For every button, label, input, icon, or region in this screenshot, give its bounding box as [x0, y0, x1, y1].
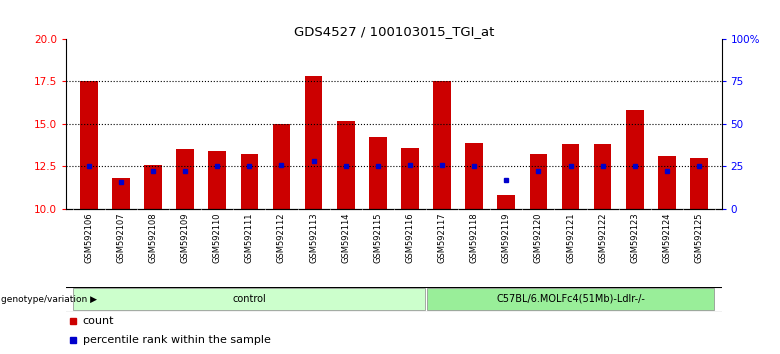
Text: genotype/variation ▶: genotype/variation ▶	[1, 295, 97, 304]
Text: GSM592122: GSM592122	[598, 213, 607, 263]
Bar	[690, 158, 708, 209]
Bar	[337, 120, 355, 209]
Bar	[466, 143, 483, 209]
Bar	[530, 154, 548, 209]
Text: GSM592109: GSM592109	[181, 213, 190, 263]
Bar	[208, 151, 226, 209]
Title: GDS4527 / 100103015_TGI_at: GDS4527 / 100103015_TGI_at	[294, 25, 494, 38]
Bar	[369, 137, 387, 209]
Text: count: count	[83, 316, 114, 326]
Text: GSM592107: GSM592107	[116, 213, 126, 263]
Bar	[498, 195, 515, 209]
Text: GSM592123: GSM592123	[630, 213, 640, 263]
Text: GSM592117: GSM592117	[438, 213, 447, 263]
Bar	[433, 81, 451, 209]
Bar	[401, 148, 419, 209]
Bar	[594, 144, 612, 209]
Text: GSM592121: GSM592121	[566, 213, 575, 263]
Text: GSM592110: GSM592110	[213, 213, 222, 263]
Text: GSM592120: GSM592120	[534, 213, 543, 263]
Text: GSM592106: GSM592106	[84, 213, 94, 263]
Bar	[240, 154, 258, 209]
Bar	[273, 124, 290, 209]
Text: GSM592112: GSM592112	[277, 213, 286, 263]
Text: GSM592113: GSM592113	[309, 213, 318, 263]
Bar	[427, 288, 714, 310]
Text: GSM592119: GSM592119	[502, 213, 511, 263]
Bar	[144, 165, 162, 209]
Text: GSM592111: GSM592111	[245, 213, 254, 263]
Bar	[176, 149, 194, 209]
Bar	[305, 76, 322, 209]
Text: GSM592125: GSM592125	[694, 213, 704, 263]
Bar	[73, 288, 425, 310]
Bar	[562, 144, 580, 209]
Bar	[626, 110, 644, 209]
Text: GSM592124: GSM592124	[662, 213, 672, 263]
Text: percentile rank within the sample: percentile rank within the sample	[83, 335, 271, 345]
Text: GSM592118: GSM592118	[470, 213, 479, 263]
Bar	[80, 81, 98, 209]
Text: GSM592108: GSM592108	[148, 213, 158, 263]
Bar	[658, 156, 675, 209]
Text: GSM592114: GSM592114	[341, 213, 350, 263]
Text: control: control	[232, 293, 266, 304]
Text: C57BL/6.MOLFc4(51Mb)-Ldlr-/-: C57BL/6.MOLFc4(51Mb)-Ldlr-/-	[496, 293, 645, 304]
Text: GSM592115: GSM592115	[374, 213, 382, 263]
Bar	[112, 178, 129, 209]
Text: GSM592116: GSM592116	[406, 213, 414, 263]
